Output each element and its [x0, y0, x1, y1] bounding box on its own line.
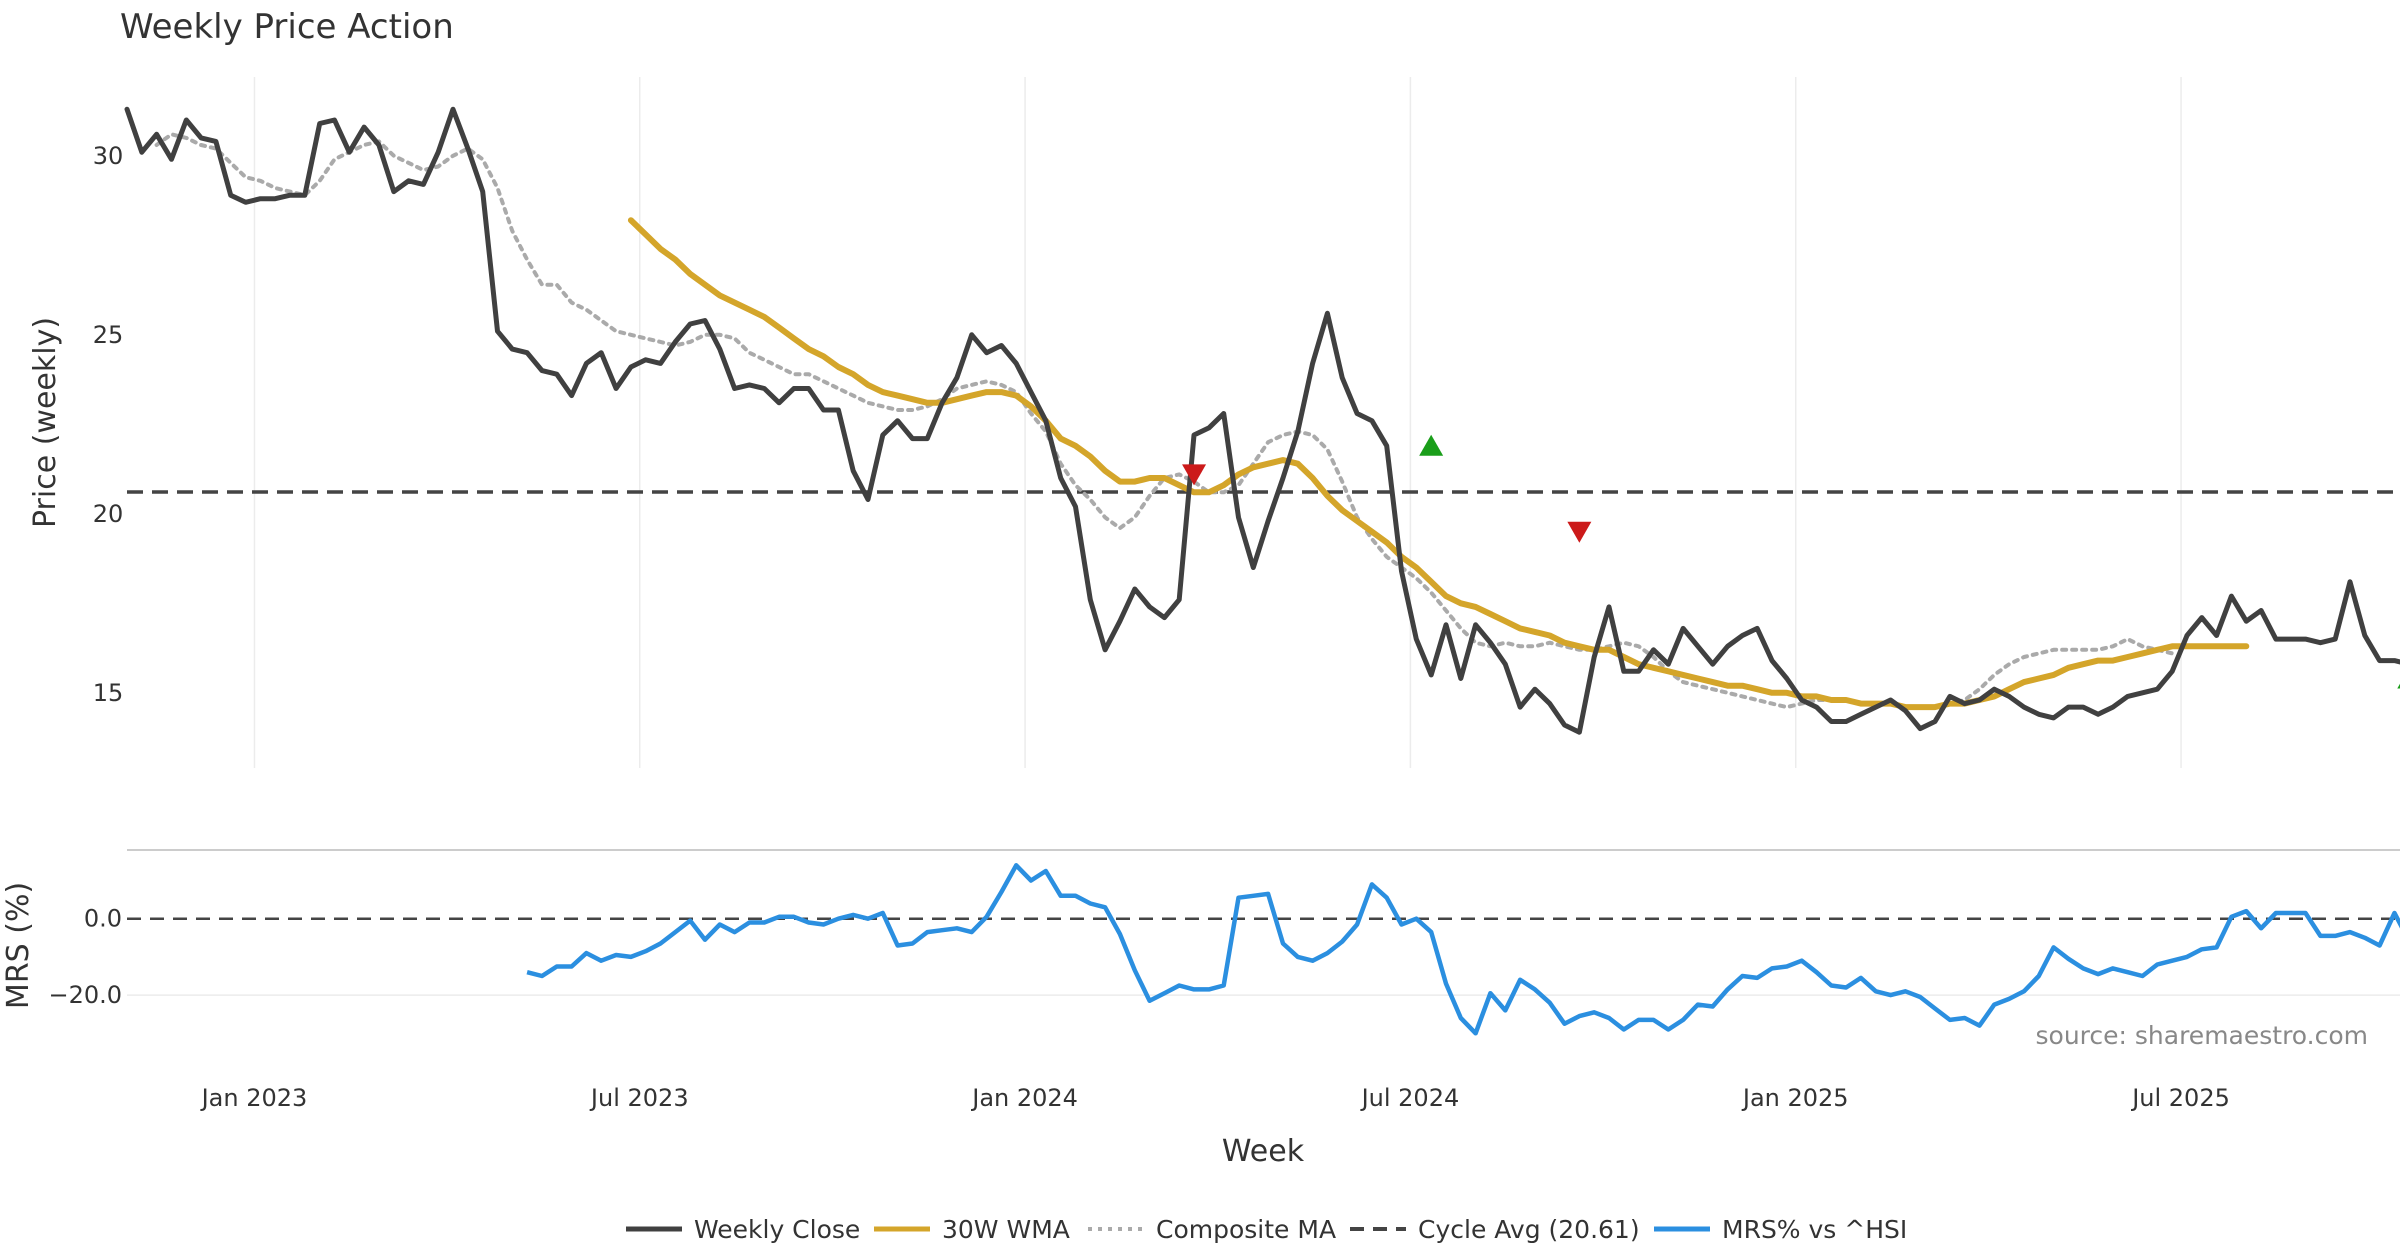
mrs-y-tick-label: 0.0 [84, 905, 122, 933]
grid-layer [127, 77, 2400, 996]
source-note: source: sharemaestro.com [2036, 1021, 2369, 1050]
mrs-y-tick-label: −20.0 [48, 981, 122, 1009]
legend-label: MRS% vs ^HSI [1722, 1215, 1907, 1244]
x-tick-label: Jan 2023 [200, 1084, 308, 1112]
legend-label: Weekly Close [694, 1215, 860, 1244]
price-y-axis-title: Price (weekly) [28, 317, 63, 528]
wma-30w-line [627, 217, 2250, 711]
mrs-y-axis-title: MRS (%) [1, 882, 36, 1009]
price-y-tick-label: 15 [93, 679, 124, 707]
composite-ma-line [154, 132, 2175, 710]
mrs-panel [127, 863, 2400, 1036]
legend-label: 30W WMA [942, 1215, 1070, 1244]
chart-title: Weekly Price Action [120, 7, 454, 47]
mrs-line [526, 863, 2400, 1036]
sell-signal-marker [1182, 464, 1207, 486]
buy-signal-marker [1419, 434, 1444, 456]
price-y-tick-label: 25 [93, 321, 124, 349]
price-panel [124, 106, 2400, 735]
x-tick-label: Jul 2023 [589, 1084, 689, 1112]
buy-signal-marker [2397, 683, 2400, 689]
x-axis-title: Week [1222, 1134, 1305, 1169]
x-tick-label: Jan 2024 [970, 1084, 1078, 1112]
legend-label: Composite MA [1156, 1215, 1336, 1244]
legend: Weekly Close 30W WMA Composite MA Cycle Avg… [626, 1215, 1907, 1244]
weekly-close-line [124, 106, 2400, 735]
sell-signal-marker [1567, 521, 1592, 543]
legend-label: Cycle Avg (20.61) [1418, 1215, 1640, 1244]
axis-layer: 15 20 25 30 0.0 −20.0 Jan 2023 Jul 2023 Jan 2024… [1, 142, 2230, 1112]
x-tick-label: Jul 2025 [2130, 1084, 2230, 1112]
x-tick-label: Jul 2024 [1360, 1084, 1460, 1112]
x-tick-label: Jan 2025 [1741, 1084, 1849, 1112]
price-y-tick-label: 20 [93, 500, 124, 528]
price-y-tick-label: 30 [93, 142, 124, 170]
